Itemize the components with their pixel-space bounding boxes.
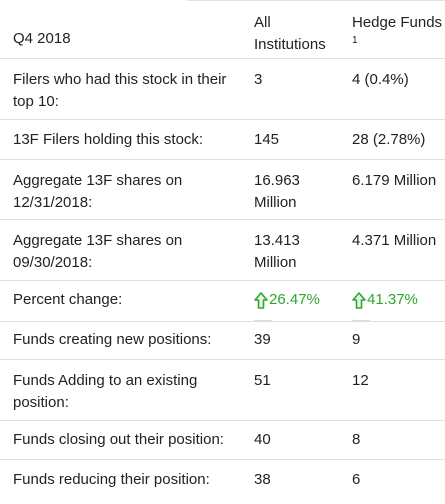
row-label: Funds closing out their position:: [0, 420, 248, 460]
table-row: Funds reducing their position: 38 6: [0, 459, 445, 500]
all-value: 3: [248, 58, 346, 120]
hedge-value: 6: [346, 459, 445, 500]
all-value: 13.413 Million: [248, 219, 346, 281]
table-row: 13F Filers holding this stock: 145 28 (2…: [0, 119, 445, 160]
row-label: Aggregate 13F shares on 12/31/2018:: [0, 159, 248, 220]
table-row: Aggregate 13F shares on 09/30/2018: 13.4…: [0, 219, 445, 281]
hedge-value: 12: [346, 359, 445, 421]
table-row: Filers who had this stock in their top 1…: [0, 58, 445, 120]
hedge-value: 6.179 Million: [346, 159, 445, 220]
table-header: Q4 2018 All Institutions Hedge Funds 1: [0, 0, 445, 59]
row-label: Filers who had this stock in their top 1…: [0, 58, 248, 120]
table-row: Funds creating new positions: 39 9: [0, 321, 445, 360]
table-row: Percent change: 26.47% 41.37%: [0, 280, 445, 322]
all-value: 145: [248, 119, 346, 160]
row-label: Aggregate 13F shares on 09/30/2018:: [0, 219, 248, 281]
all-value: 39: [248, 321, 346, 360]
hedge-funds-header: Hedge Funds 1: [346, 0, 445, 59]
all-value: 51: [248, 359, 346, 421]
table-row: Aggregate 13F shares on 12/31/2018: 16.9…: [0, 159, 445, 220]
row-label: Percent change:: [0, 280, 248, 322]
divider: [254, 320, 272, 321]
all-change-value: 26.47%: [269, 291, 320, 308]
all-percent-change: 26.47%: [248, 280, 346, 322]
up-arrow-icon: [352, 292, 366, 309]
divider: [352, 320, 370, 321]
all-value: 40: [248, 420, 346, 460]
quarter-label: Q4 2018: [13, 30, 71, 47]
hedge-funds-label: Hedge Funds: [352, 14, 443, 31]
all-value: 16.963 Million: [248, 159, 346, 220]
row-label: 13F Filers holding this stock:: [0, 119, 248, 160]
header-top-border: [187, 0, 445, 1]
table-row: Funds closing out their position: 40 8: [0, 420, 445, 460]
hedge-value: 4 (0.4%): [346, 58, 445, 120]
hedge-value: 9: [346, 321, 445, 360]
row-label: Funds reducing their position:: [0, 459, 248, 500]
hedge-value: 8: [346, 420, 445, 460]
up-arrow-icon: [254, 292, 268, 309]
table-row: Funds Adding to an existing position: 51…: [0, 359, 445, 421]
hedge-percent-change: 41.37%: [346, 280, 445, 322]
row-label: Funds creating new positions:: [0, 321, 248, 360]
hedge-change-value: 41.37%: [367, 291, 418, 308]
hedge-value: 28 (2.78%): [346, 119, 445, 160]
footnote-marker[interactable]: 1: [352, 35, 358, 46]
all-value: 38: [248, 459, 346, 500]
hedge-value: 4.371 Million: [346, 219, 445, 281]
all-institutions-header: All Institutions: [254, 14, 326, 53]
row-label: Funds Adding to an existing position:: [0, 359, 248, 421]
